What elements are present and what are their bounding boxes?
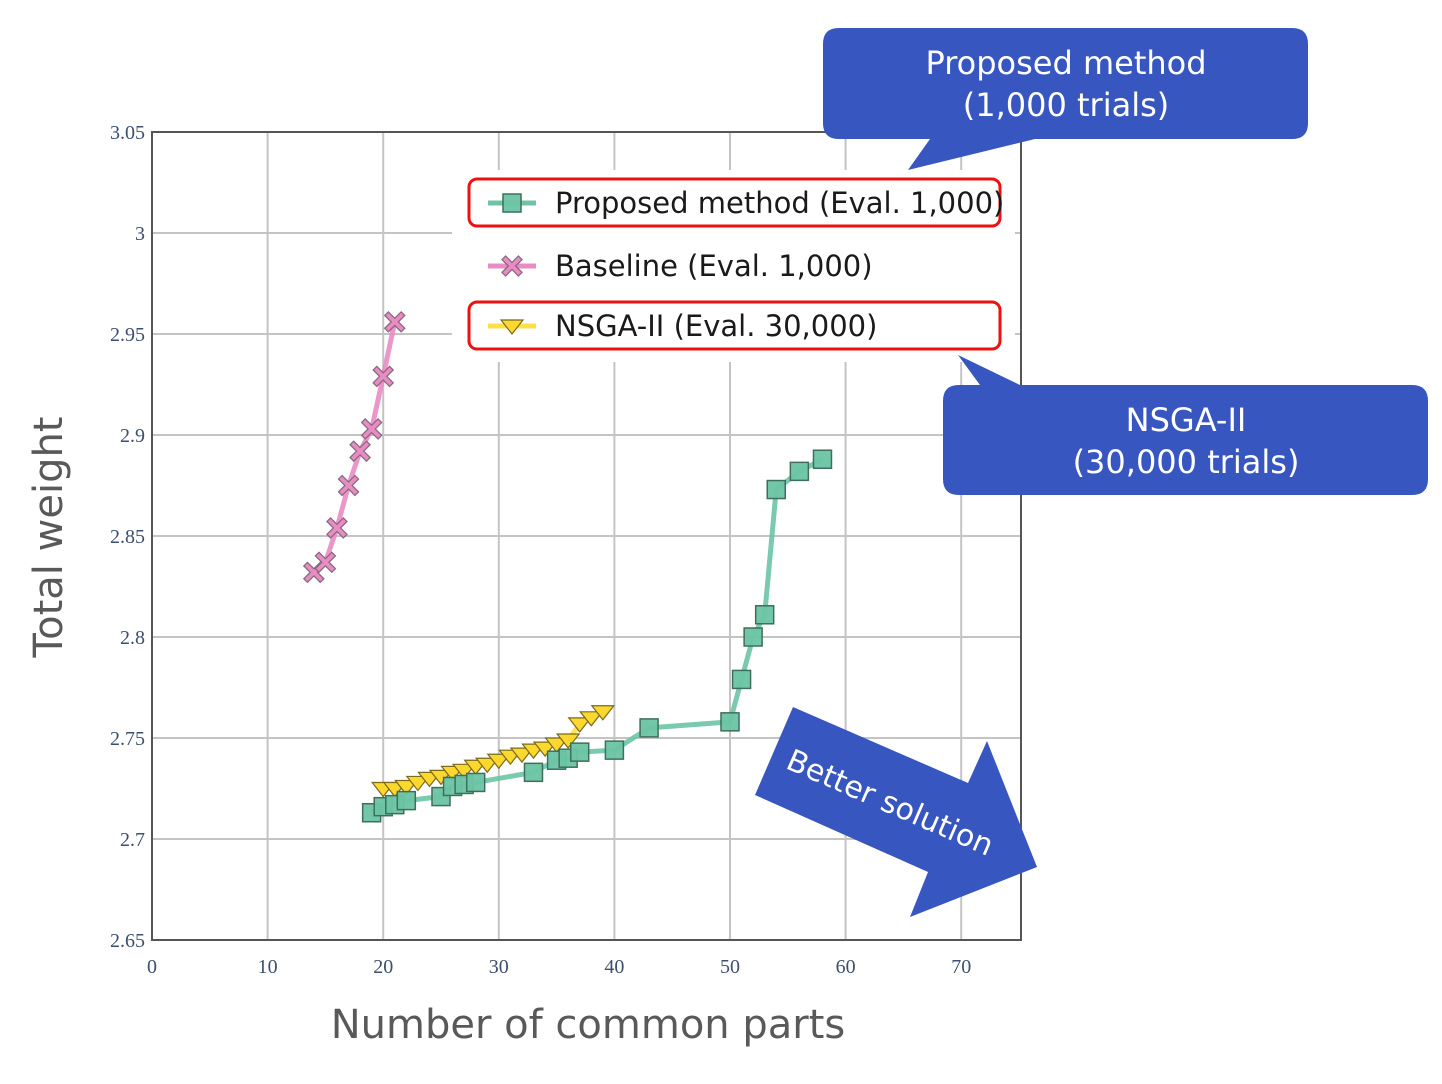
data-point: [405, 775, 431, 792]
data-point: [360, 418, 383, 440]
y-tick-label: 2.95: [110, 324, 145, 346]
y-tick-label: 2.7: [120, 829, 145, 851]
x-tick-labels: 0 10 20 30 40 50 60 70: [147, 956, 971, 978]
x-tick-label: 30: [489, 956, 509, 978]
legend-item: NSGA-II (Eval. 30,000): [488, 309, 877, 343]
callout-nsga-shape: [943, 355, 1428, 495]
data-point: [579, 711, 604, 727]
x-tick-label: 70: [951, 956, 971, 978]
y-tick-label: 2.9: [120, 425, 145, 447]
legend-highlight-proposed: [467, 177, 1002, 228]
plot-frame: [151, 131, 1022, 941]
legend-item: Baseline (Eval. 1,000): [488, 249, 873, 283]
y-tick-label: 2.75: [110, 728, 145, 750]
series-x: [302, 310, 406, 584]
x-axis-title: Number of common parts: [331, 1002, 845, 1048]
data-point: [475, 757, 500, 774]
data-point: [532, 741, 558, 758]
x-tick-label: 50: [720, 956, 740, 978]
data-point: [604, 740, 625, 760]
data-point: [567, 717, 592, 733]
data-point: [326, 517, 348, 539]
legend-label: NSGA-II (Eval. 30,000): [555, 309, 877, 343]
data-point: [523, 762, 544, 783]
callout-proposed-line2: (1,000 trials): [963, 86, 1170, 124]
x-tick-label: 10: [258, 956, 278, 978]
x-tick-label: 20: [373, 956, 393, 978]
callout-nsga: NSGA-II (30,000 trials): [943, 355, 1428, 495]
data-point: [720, 712, 740, 732]
data-point: [555, 733, 581, 749]
data-point: [639, 718, 659, 738]
legend-marker-icon: [502, 193, 522, 213]
y-tick-label: 2.8: [120, 627, 145, 649]
y-tick-label: 3: [135, 223, 145, 245]
callout-nsga-line1: NSGA-II: [1126, 401, 1247, 439]
y-axis-title: Total weight: [26, 417, 72, 659]
data-point: [372, 365, 395, 388]
legend-background: [452, 170, 1015, 362]
series-square: [361, 449, 833, 823]
data-point: [509, 747, 535, 764]
data-point: [396, 790, 417, 811]
data-point: [314, 551, 337, 574]
legend-highlight-nsga: [467, 300, 1002, 351]
data-point: [349, 440, 371, 463]
data-point: [394, 779, 419, 796]
data-point: [486, 753, 512, 770]
legend-marker-icon: [501, 255, 523, 277]
data-point: [812, 449, 833, 469]
data-point: [590, 705, 616, 721]
data-point: [731, 669, 752, 690]
data-point: [743, 627, 763, 647]
y-tick-labels: 2.65 2.7 2.75 2.8 2.85 2.9 2.95 3 3.05: [110, 122, 145, 952]
legend-label: Baseline (Eval. 1,000): [555, 249, 873, 283]
legend: Proposed method (Eval. 1,000) Baseline (E…: [452, 170, 1015, 362]
data-point: [451, 763, 477, 780]
y-tick-label: 3.05: [110, 122, 145, 144]
data-point: [465, 772, 486, 793]
callout-proposed-line1: Proposed method: [925, 44, 1206, 82]
x-tick-label: 60: [836, 956, 856, 978]
legend-label: Proposed method (Eval. 1,000): [555, 186, 1004, 220]
callout-proposed-shape: [823, 28, 1308, 170]
data-point: [754, 605, 775, 625]
series-triangle-down: [370, 705, 616, 798]
legend-marker-icon: [499, 319, 525, 335]
callout-nsga-line2: (30,000 trials): [1073, 443, 1300, 481]
callout-proposed: Proposed method (1,000 trials): [823, 28, 1308, 170]
data-point: [766, 479, 786, 500]
y-tick-label: 2.85: [110, 526, 145, 548]
data-point: [544, 737, 569, 754]
data-point: [569, 742, 590, 762]
series-layer: [302, 310, 833, 823]
data-point: [789, 461, 810, 482]
legend-item: Proposed method (Eval. 1,000): [488, 186, 1004, 220]
x-tick-label: 40: [604, 956, 624, 978]
x-tick-label: 0: [147, 956, 157, 978]
data-point: [383, 310, 406, 333]
data-point: [337, 474, 360, 497]
y-tick-label: 2.65: [110, 930, 145, 952]
arrow-icon: [755, 707, 1037, 917]
